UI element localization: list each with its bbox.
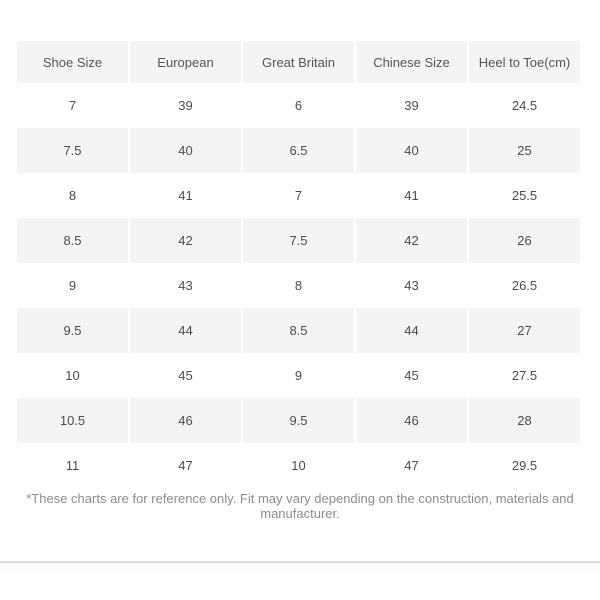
cell-heel-to-toe: 25.5 bbox=[511, 188, 538, 203]
section-divider bbox=[0, 561, 600, 577]
table-row: 9.5 44 8.5 44 27 bbox=[17, 308, 580, 353]
cell-great-britain: 8.5 bbox=[243, 308, 354, 353]
header-great-britain: Great Britain bbox=[243, 41, 354, 83]
cell-great-britain: 9 bbox=[294, 368, 303, 383]
cell-european: 41 bbox=[178, 188, 193, 203]
cell-european: 39 bbox=[178, 98, 193, 113]
cell-heel-to-toe: 29.5 bbox=[511, 458, 538, 473]
cell-shoe-size: 10.5 bbox=[17, 398, 128, 443]
cell-shoe-size: 11 bbox=[65, 458, 80, 473]
table-row: 7 39 6 39 24.5 bbox=[17, 83, 580, 128]
cell-european: 46 bbox=[130, 398, 241, 443]
cell-chinese-size: 47 bbox=[404, 458, 419, 473]
table-row: 7.5 40 6.5 40 25 bbox=[17, 128, 580, 173]
cell-shoe-size: 7.5 bbox=[17, 128, 128, 173]
cell-european: 44 bbox=[130, 308, 241, 353]
cell-chinese-size: 39 bbox=[404, 98, 419, 113]
cell-european: 43 bbox=[178, 278, 193, 293]
cell-chinese-size: 44 bbox=[356, 308, 467, 353]
cell-great-britain: 9.5 bbox=[243, 398, 354, 443]
header-european: European bbox=[130, 41, 241, 83]
cell-heel-to-toe: 28 bbox=[469, 398, 580, 443]
cell-heel-to-toe: 25 bbox=[469, 128, 580, 173]
cell-great-britain: 7.5 bbox=[243, 218, 354, 263]
cell-chinese-size: 42 bbox=[356, 218, 467, 263]
table-row: 8.5 42 7.5 42 26 bbox=[17, 218, 580, 263]
header-heel-to-toe: Heel to Toe(cm) bbox=[469, 41, 580, 83]
cell-shoe-size: 9.5 bbox=[17, 308, 128, 353]
cell-european: 47 bbox=[178, 458, 193, 473]
table-row: 9 43 8 43 26.5 bbox=[17, 263, 580, 308]
cell-european: 45 bbox=[178, 368, 193, 383]
cell-chinese-size: 46 bbox=[356, 398, 467, 443]
cell-great-britain: 8 bbox=[294, 278, 303, 293]
cell-great-britain: 6.5 bbox=[243, 128, 354, 173]
cell-heel-to-toe: 27.5 bbox=[511, 368, 538, 383]
table-row: 8 41 7 41 25.5 bbox=[17, 173, 580, 218]
cell-chinese-size: 45 bbox=[404, 368, 419, 383]
cell-great-britain: 6 bbox=[294, 98, 303, 113]
cell-heel-to-toe: 27 bbox=[469, 308, 580, 353]
cell-great-britain: 10 bbox=[291, 458, 306, 473]
cell-chinese-size: 41 bbox=[404, 188, 419, 203]
cell-chinese-size: 40 bbox=[356, 128, 467, 173]
cell-heel-to-toe: 24.5 bbox=[511, 98, 538, 113]
table-row: 10 45 9 45 27.5 bbox=[17, 353, 580, 398]
cell-shoe-size: 10 bbox=[65, 368, 80, 383]
cell-chinese-size: 43 bbox=[404, 278, 419, 293]
cell-heel-to-toe: 26.5 bbox=[511, 278, 538, 293]
cell-heel-to-toe: 26 bbox=[469, 218, 580, 263]
size-chart-disclaimer: *These charts are for reference only. Fi… bbox=[26, 491, 574, 521]
shoe-size-chart: Shoe Size European Great Britain Chinese… bbox=[17, 41, 580, 488]
cell-shoe-size: 8.5 bbox=[17, 218, 128, 263]
cell-great-britain: 7 bbox=[294, 188, 303, 203]
table-row: 11 47 10 47 29.5 bbox=[17, 443, 580, 488]
table-row: 10.5 46 9.5 46 28 bbox=[17, 398, 580, 443]
cell-shoe-size: 9 bbox=[68, 278, 77, 293]
header-chinese-size: Chinese Size bbox=[356, 41, 467, 83]
cell-shoe-size: 8 bbox=[68, 188, 77, 203]
size-chart-header-row: Shoe Size European Great Britain Chinese… bbox=[17, 41, 580, 83]
header-shoe-size: Shoe Size bbox=[17, 41, 128, 83]
cell-european: 42 bbox=[130, 218, 241, 263]
cell-shoe-size: 7 bbox=[68, 98, 77, 113]
cell-european: 40 bbox=[130, 128, 241, 173]
